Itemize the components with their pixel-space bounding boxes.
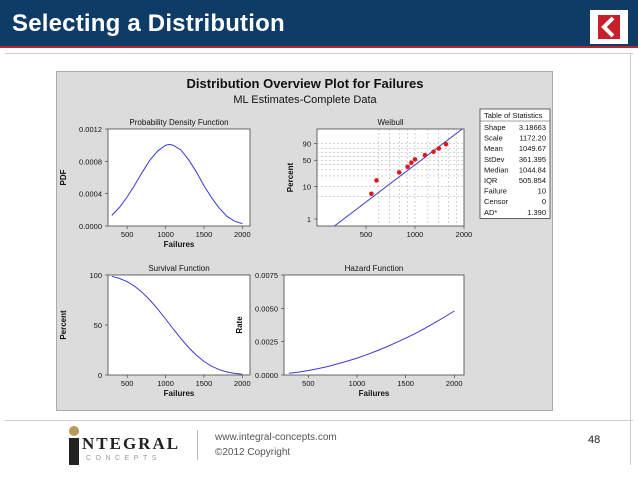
x-tick-label: 1000 xyxy=(157,379,174,388)
plot-area-0 xyxy=(107,128,251,227)
x-axis-label: Failures xyxy=(359,389,390,398)
data-point xyxy=(436,146,442,151)
data-point xyxy=(396,170,402,175)
footer-copyright: ©2012 Copyright xyxy=(215,447,291,458)
plot-area-2 xyxy=(107,274,251,376)
back-button[interactable] xyxy=(590,10,628,44)
x-tick-label: 1000 xyxy=(407,230,424,239)
x-axis-label: Failures xyxy=(164,389,195,398)
stats-label: IQR xyxy=(484,176,498,185)
panel-title: Hazard Function xyxy=(345,264,404,273)
chart-subtitle: ML Estimates-Complete Data xyxy=(233,94,377,106)
y-axis-label: Percent xyxy=(59,310,68,340)
data-point xyxy=(431,149,436,155)
y-tick-label: 50 xyxy=(303,156,311,165)
x-tick-label: 500 xyxy=(302,379,315,388)
stats-table xyxy=(479,108,551,219)
y-tick-label: 90 xyxy=(303,140,311,149)
y-tick-label: 1 xyxy=(307,215,311,224)
y-tick-label: 50 xyxy=(94,321,102,330)
side-rule xyxy=(630,53,631,465)
stats-value: 505.854 xyxy=(519,176,546,185)
integral-logo: NTEGRAL CONCEPTS xyxy=(64,425,184,473)
data-point xyxy=(374,178,379,183)
data-point xyxy=(443,141,449,147)
stats-label: AD* xyxy=(484,208,497,217)
y-axis-label: Rate xyxy=(235,316,244,334)
series-line xyxy=(111,143,243,225)
x-tick-label: 500 xyxy=(360,230,373,239)
x-tick-label: 1000 xyxy=(349,379,366,388)
x-tick-label: 2000 xyxy=(446,379,463,388)
footer-url[interactable]: www.integral-concepts.com xyxy=(215,432,337,443)
series-line xyxy=(288,310,455,374)
x-tick-label: 2000 xyxy=(234,379,251,388)
panel-title: Survival Function xyxy=(148,264,209,273)
stats-value: 0 xyxy=(542,197,546,206)
plot-area-1 xyxy=(316,128,465,227)
stats-value: 1.390 xyxy=(527,208,546,217)
data-point xyxy=(412,157,418,162)
chevron-left-icon xyxy=(598,15,620,39)
x-tick-label: 500 xyxy=(121,379,134,388)
y-tick-label: 0.0050 xyxy=(255,304,278,313)
stats-value: 1049.67 xyxy=(519,144,546,153)
y-axis-label: Percent xyxy=(286,162,295,192)
series-line xyxy=(111,275,243,375)
stats-value: 3.18663 xyxy=(519,123,546,132)
x-tick-label: 500 xyxy=(121,230,134,239)
x-tick-label: 1500 xyxy=(397,379,414,388)
x-tick-label: 2000 xyxy=(456,230,473,239)
y-tick-label: 0.0000 xyxy=(79,222,102,231)
plot-canvas: Distribution Overview Plot for Failures M… xyxy=(59,76,551,398)
stats-value: 361.395 xyxy=(519,155,546,164)
data-point xyxy=(369,191,374,197)
data-point xyxy=(422,152,428,158)
chart-title: Distribution Overview Plot for Failures xyxy=(187,76,424,91)
x-tick-label: 2000 xyxy=(234,230,251,239)
stats-label: Failure xyxy=(484,187,507,196)
x-tick-label: 1000 xyxy=(157,230,174,239)
y-tick-label: 0.0004 xyxy=(79,190,102,199)
y-axis-label: PDF xyxy=(59,169,68,185)
stats-table-title: Table of Statistics xyxy=(484,111,543,120)
stats-label: Median xyxy=(484,165,509,174)
plot-area-3 xyxy=(283,274,465,376)
y-tick-label: 100 xyxy=(89,271,102,280)
y-tick-label: 0.0025 xyxy=(255,338,278,347)
slide-title: Selecting a Distribution xyxy=(12,10,285,37)
y-tick-label: 0.0000 xyxy=(255,371,278,380)
stats-label: Censor xyxy=(484,197,509,206)
logo-word: NTEGRAL xyxy=(82,434,181,453)
stats-label: StDev xyxy=(484,155,505,164)
distribution-overview-plot: Distribution Overview Plot for Failures M… xyxy=(56,71,553,411)
panel-title: Weibull xyxy=(377,118,403,127)
y-tick-label: 0 xyxy=(98,371,102,380)
data-point xyxy=(409,160,414,165)
fit-line xyxy=(334,128,463,227)
y-tick-label: 10 xyxy=(303,182,311,191)
logo-i-icon xyxy=(69,426,79,465)
x-axis-label: Failures xyxy=(164,240,195,249)
stats-label: Scale xyxy=(484,134,503,143)
footer-divider xyxy=(197,430,198,460)
x-tick-label: 1500 xyxy=(196,379,213,388)
title-underline xyxy=(0,46,638,48)
data-point xyxy=(405,164,410,170)
header-rule xyxy=(5,53,633,54)
y-tick-label: 0.0008 xyxy=(79,157,102,166)
stats-value: 1172.20 xyxy=(519,134,546,143)
x-tick-label: 1500 xyxy=(196,230,213,239)
panel-title: Probability Density Function xyxy=(129,118,228,127)
page-number: 48 xyxy=(588,434,601,446)
footer-rule xyxy=(5,420,633,421)
stats-label: Mean xyxy=(484,144,503,153)
stats-value: 1044.84 xyxy=(519,165,546,174)
y-tick-label: 0.0075 xyxy=(255,271,278,280)
stats-label: Shape xyxy=(484,123,506,132)
stats-value: 10 xyxy=(538,187,546,196)
logo-subtitle: CONCEPTS xyxy=(86,455,161,462)
y-tick-label: 0.0012 xyxy=(79,125,102,134)
title-bar: Selecting a Distribution xyxy=(0,0,638,46)
